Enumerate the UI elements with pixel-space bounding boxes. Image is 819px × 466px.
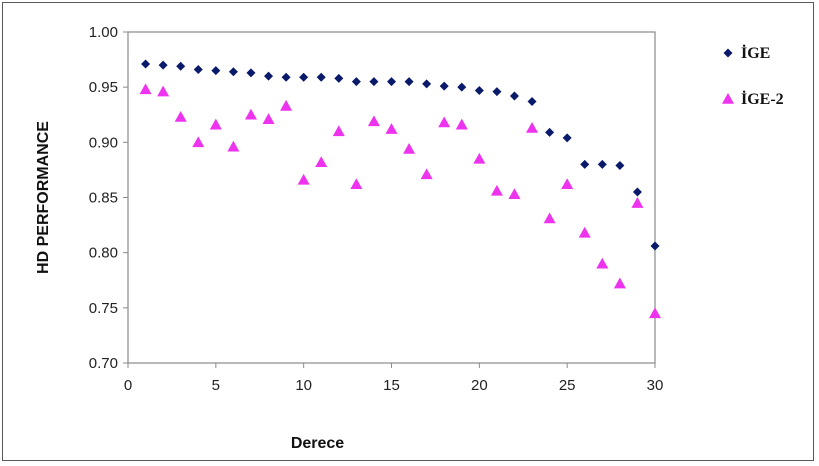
x-axis-title: Derece: [291, 435, 344, 452]
triangle-point: [227, 140, 240, 152]
diamond-point: [562, 133, 572, 143]
diamond-point: [351, 77, 361, 87]
series-1: [141, 59, 660, 251]
diamond-point: [597, 159, 607, 169]
triangle-point: [209, 118, 222, 130]
diamond-point: [404, 77, 414, 87]
x-tick-label: 15: [383, 377, 400, 394]
diamond-point: [545, 127, 555, 137]
y-tick-label: 0.80: [89, 245, 118, 262]
triangle-point: [280, 99, 293, 111]
diamond-point: [158, 60, 168, 70]
triangle-point: [262, 113, 275, 124]
triangle-point: [315, 156, 328, 167]
legend: İGE İGE-2: [722, 43, 784, 108]
diamond-point: [422, 79, 432, 89]
x-tick-label: 25: [559, 377, 576, 394]
triangle-point: [508, 188, 521, 199]
diamond-point: [211, 66, 221, 76]
y-tick-label: 0.70: [89, 355, 118, 372]
triangle-point: [613, 277, 626, 289]
triangle-point: [631, 197, 644, 208]
y-tick-label: 0.75: [89, 300, 118, 317]
data-points: [139, 59, 661, 319]
triangle-point: [350, 178, 363, 190]
legend-marker: [722, 93, 734, 104]
diamond-point: [615, 161, 625, 171]
diamond-point: [228, 67, 238, 77]
y-tick-label: 0.95: [89, 79, 118, 96]
diamond-point: [334, 73, 344, 83]
series-2: [139, 83, 661, 319]
triangle-point: [367, 115, 380, 127]
triangle-point: [420, 168, 433, 180]
triangle-point: [297, 173, 310, 185]
diamond-point: [527, 97, 537, 107]
diamond-point: [246, 68, 256, 78]
legend-label: İGE-2: [741, 89, 784, 108]
diamond-point: [193, 65, 203, 75]
x-tick-label: 20: [471, 377, 488, 394]
x-tick-label: 30: [647, 377, 664, 394]
axes: [123, 31, 656, 368]
legend-marker: [723, 48, 733, 58]
diamond-point: [176, 61, 186, 71]
diamond-point: [299, 72, 309, 82]
triangle-point: [455, 118, 468, 130]
triangle-point: [174, 110, 187, 122]
triangle-point: [543, 212, 556, 224]
triangle-point: [192, 136, 205, 148]
diamond-point: [316, 72, 326, 82]
y-tick-label: 0.90: [89, 134, 118, 151]
diamond-point: [141, 59, 151, 69]
y-axis-title: HD PERFORMANCE: [35, 121, 52, 274]
diamond-point: [580, 159, 590, 169]
x-tick-label: 5: [212, 377, 220, 394]
triangle-point: [332, 125, 345, 137]
triangle-point: [649, 307, 661, 319]
triangle-point: [403, 142, 416, 154]
triangle-point: [490, 184, 503, 196]
triangle-point: [438, 116, 451, 128]
y-tick-label: 0.85: [89, 190, 118, 207]
x-tick-label: 10: [295, 377, 312, 394]
legend-label: İGE: [741, 43, 770, 62]
diamond-point: [281, 72, 291, 82]
diamond-point: [264, 71, 274, 81]
triangle-point: [526, 121, 539, 133]
diamond-point: [439, 81, 449, 91]
triangle-point: [561, 178, 574, 190]
diamond-point: [632, 187, 642, 197]
diamond-point: [492, 87, 502, 97]
triangle-point: [157, 85, 170, 97]
triangle-point: [385, 123, 398, 134]
x-tick-label: 0: [124, 377, 132, 394]
diamond-point: [474, 85, 484, 95]
triangle-point: [244, 108, 257, 120]
triangle-point: [139, 83, 152, 95]
triangle-point: [578, 226, 591, 238]
triangle-point: [596, 257, 609, 269]
diamond-point: [650, 241, 660, 251]
diamond-point: [457, 82, 467, 92]
diamond-point: [387, 77, 396, 87]
tick-labels: 0.70 0.75 0.80 0.85 0.90 0.95 1.00 0 5 10 15 20 25 30: [89, 24, 664, 394]
y-tick-label: 1.00: [89, 24, 118, 41]
diamond-point: [509, 91, 519, 101]
triangle-point: [473, 152, 486, 164]
diamond-point: [369, 77, 379, 87]
